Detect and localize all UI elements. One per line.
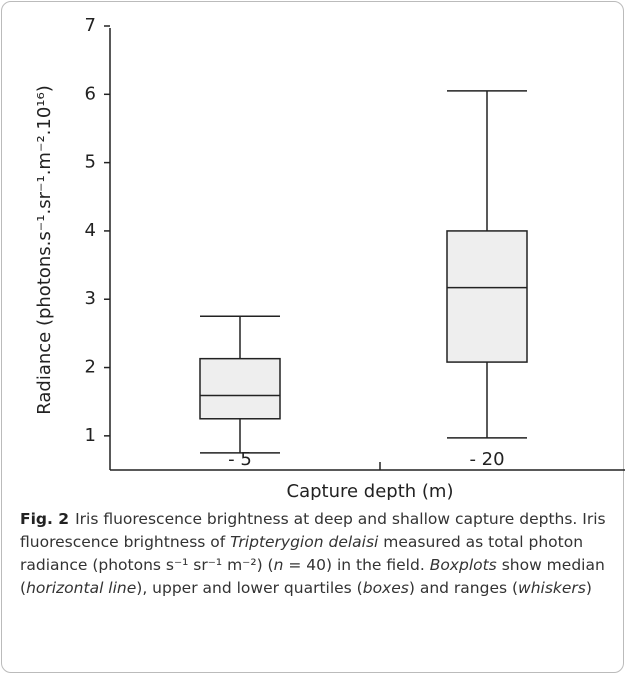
y-tick-label: 7 xyxy=(85,15,96,36)
caption-text: = 40) in the field. xyxy=(283,556,430,574)
chart: Radiance (photons.s⁻¹.sr⁻¹.m⁻².10¹⁶) Cap… xyxy=(34,15,625,500)
caption-text: Iris fluorescence brightness at deep and… xyxy=(20,510,606,551)
y-tick-label: 3 xyxy=(85,288,96,309)
x-axis-label: Capture depth (m) xyxy=(287,481,454,500)
y-tick-label: 6 xyxy=(85,83,96,104)
caption-text: whiskers xyxy=(518,579,586,597)
caption-text: ) and ranges ( xyxy=(408,579,519,597)
caption-text: ) xyxy=(585,579,592,597)
caption-text: show median ( xyxy=(20,556,605,597)
caption-text: Tripterygion delaisi xyxy=(230,533,379,551)
x-tick-label: - 5 xyxy=(228,449,252,470)
y-tick-label: 5 xyxy=(85,152,96,173)
y-axis-label: Radiance (photons.s⁻¹.sr⁻¹.m⁻².10¹⁶) xyxy=(34,85,55,415)
box xyxy=(199,357,281,420)
box xyxy=(446,230,528,363)
caption-text: measured as total photon radiance (photo… xyxy=(20,533,584,574)
caption-text: n xyxy=(273,556,284,574)
x-tick-label: - 20 xyxy=(469,449,504,470)
y-tick-label: 2 xyxy=(85,357,96,378)
y-tick-label: 4 xyxy=(85,220,96,241)
caption-text: Boxplots xyxy=(429,556,497,574)
caption: Fig. 2 Iris fluorescence brightness at de… xyxy=(20,508,615,600)
caption-label: Fig. 2 xyxy=(20,510,70,528)
caption-text: ), upper and lower quartiles ( xyxy=(136,579,363,597)
caption-text: boxes xyxy=(362,579,409,597)
caption-text: horizontal line xyxy=(26,579,137,597)
y-tick-label: 1 xyxy=(85,425,96,446)
